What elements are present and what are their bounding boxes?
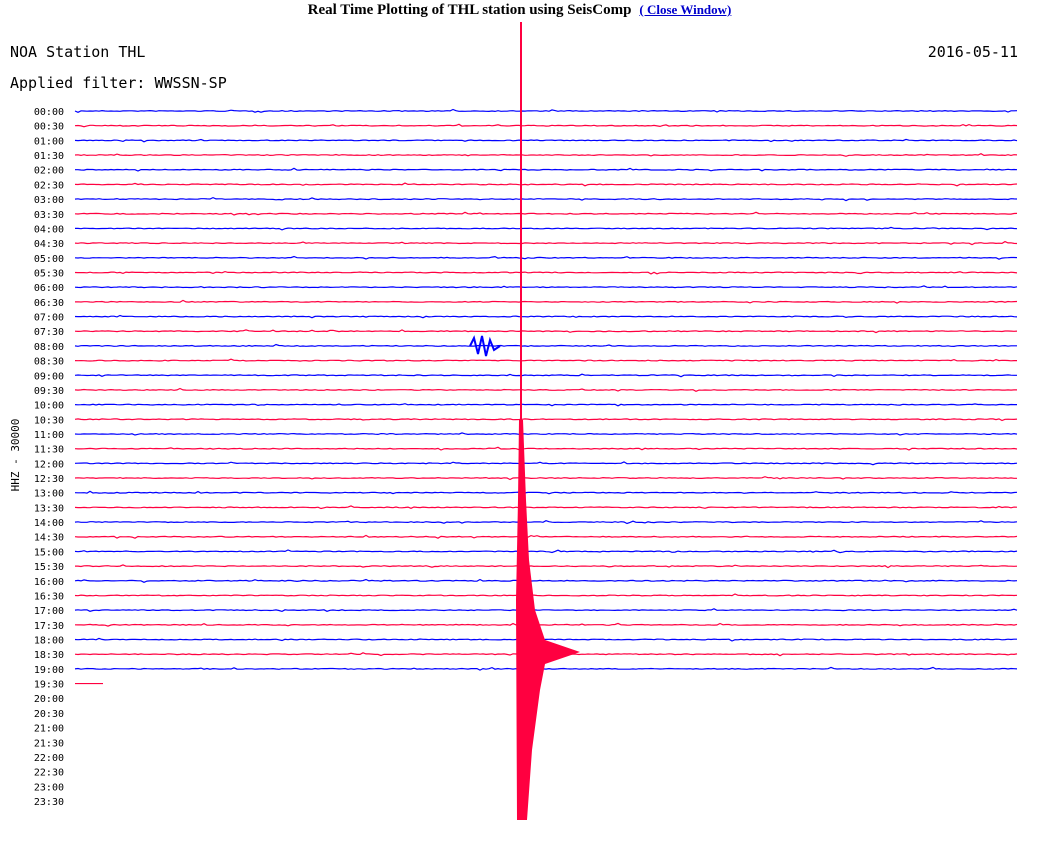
- seismic-trace: [74, 153, 1018, 157]
- row-label: 16:00: [34, 577, 64, 588]
- event-coda: [516, 420, 580, 820]
- seismic-trace: [74, 329, 1018, 334]
- row-label: 07:30: [34, 327, 64, 338]
- seismic-trace: [74, 358, 1017, 362]
- seismic-trace: [74, 490, 1018, 495]
- header: Real Time Plotting of THL station using …: [0, 2, 1039, 19]
- seismic-trace: [74, 578, 1018, 583]
- row-label: 06:30: [34, 298, 64, 309]
- row-label: 22:30: [34, 768, 64, 779]
- row-label: 18:00: [34, 636, 64, 647]
- seismic-trace: [74, 666, 1018, 671]
- row-label: 04:30: [34, 239, 64, 250]
- seismic-trace: [74, 123, 1018, 128]
- seismic-trace: [74, 314, 1018, 319]
- seismic-trace: [74, 622, 1018, 627]
- row-label: 23:30: [34, 797, 64, 808]
- row-label: 05:00: [34, 254, 64, 265]
- seismic-trace: [74, 387, 1017, 392]
- seismic-trace: [74, 343, 1017, 348]
- row-label: 15:30: [34, 562, 64, 573]
- row-label: 00:00: [34, 107, 64, 118]
- row-label: 02:00: [34, 166, 64, 177]
- row-label: 18:30: [34, 650, 64, 661]
- rows: 00:00 00:30 01:00 01:30 02:00 02:30 03:00 03:30…: [34, 107, 1018, 808]
- row-label: 03:30: [34, 210, 64, 221]
- row-label: 08:30: [34, 357, 64, 368]
- row-label: 14:00: [34, 518, 64, 529]
- row-label: 12:00: [34, 459, 64, 470]
- row-label: 21:30: [34, 738, 64, 749]
- seismic-trace: [74, 534, 1018, 539]
- row-label: 20:00: [34, 694, 64, 705]
- seismic-trace: [74, 505, 1018, 510]
- row-label: 04:00: [34, 224, 64, 235]
- seismic-trace: [74, 637, 1017, 642]
- row-label: 10:30: [34, 415, 64, 426]
- row-label: 13:00: [34, 489, 64, 500]
- row-label: 11:30: [34, 445, 64, 456]
- seismic-trace: [75, 167, 1018, 172]
- seismic-trace: [75, 564, 1018, 569]
- row-label: 19:30: [34, 680, 64, 691]
- seismic-trace: [74, 461, 1018, 466]
- row-label: 01:30: [34, 151, 64, 162]
- row-label: 15:00: [34, 547, 64, 558]
- row-label: 05:30: [34, 268, 64, 279]
- seismic-trace: [74, 476, 1017, 481]
- row-label: 17:00: [34, 606, 64, 617]
- row-label: 02:30: [34, 180, 64, 191]
- row-label: 01:00: [34, 136, 64, 147]
- seismic-trace: [74, 285, 1018, 289]
- seismic-trace: [74, 418, 1018, 422]
- row-label: 12:30: [34, 474, 64, 485]
- seismic-trace: [74, 520, 1018, 525]
- seismic-trace: [74, 373, 1017, 378]
- row-label: 16:30: [34, 591, 64, 602]
- seismic-trace: [74, 240, 1018, 246]
- row-label: 13:30: [34, 503, 64, 514]
- row-label: 20:30: [34, 709, 64, 720]
- seismic-trace: [74, 138, 1018, 143]
- row-label: 14:30: [34, 533, 64, 544]
- seismic-trace: [74, 211, 1018, 216]
- seismic-trace: [74, 182, 1018, 187]
- date-label: 2016-05-11: [928, 43, 1018, 61]
- seismic-trace: [74, 432, 1018, 436]
- seismic-trace: [74, 446, 1018, 451]
- regional-event: [469, 335, 501, 357]
- seismic-trace: [74, 299, 1018, 304]
- row-label: 19:00: [34, 665, 64, 676]
- row-label: 06:00: [34, 283, 64, 294]
- row-label: 10:00: [34, 401, 64, 412]
- row-label: 17:30: [34, 621, 64, 632]
- row-label: 11:00: [34, 430, 64, 441]
- plot-background: [3, 22, 1025, 820]
- seismic-trace: [74, 196, 1018, 202]
- row-label: 09:30: [34, 386, 64, 397]
- channel-label: HHZ - 30000: [9, 419, 22, 492]
- station-label: NOA Station THL: [10, 43, 145, 61]
- row-label: 22:00: [34, 753, 64, 764]
- seismic-trace: [75, 226, 1018, 231]
- page-title: Real Time Plotting of THL station using …: [307, 2, 632, 18]
- row-label: 09:00: [34, 371, 64, 382]
- seismic-trace: [74, 255, 1018, 260]
- seismic-trace: [74, 549, 1018, 554]
- close-window-link[interactable]: ( Close Window): [639, 2, 732, 17]
- seismic-trace: [74, 403, 1017, 407]
- seismic-trace: [74, 593, 1018, 597]
- seismic-trace: [74, 270, 1018, 275]
- seismic-trace: [74, 108, 1018, 113]
- seismic-trace: [74, 608, 1018, 613]
- row-label: 21:00: [34, 724, 64, 735]
- row-label: 23:00: [34, 782, 64, 793]
- row-label: 08:00: [34, 342, 64, 353]
- row-label: 07:00: [34, 313, 64, 324]
- row-label: 00:30: [34, 122, 64, 133]
- filter-label: Applied filter: WWSSN-SP: [10, 74, 227, 92]
- row-label: 03:00: [34, 195, 64, 206]
